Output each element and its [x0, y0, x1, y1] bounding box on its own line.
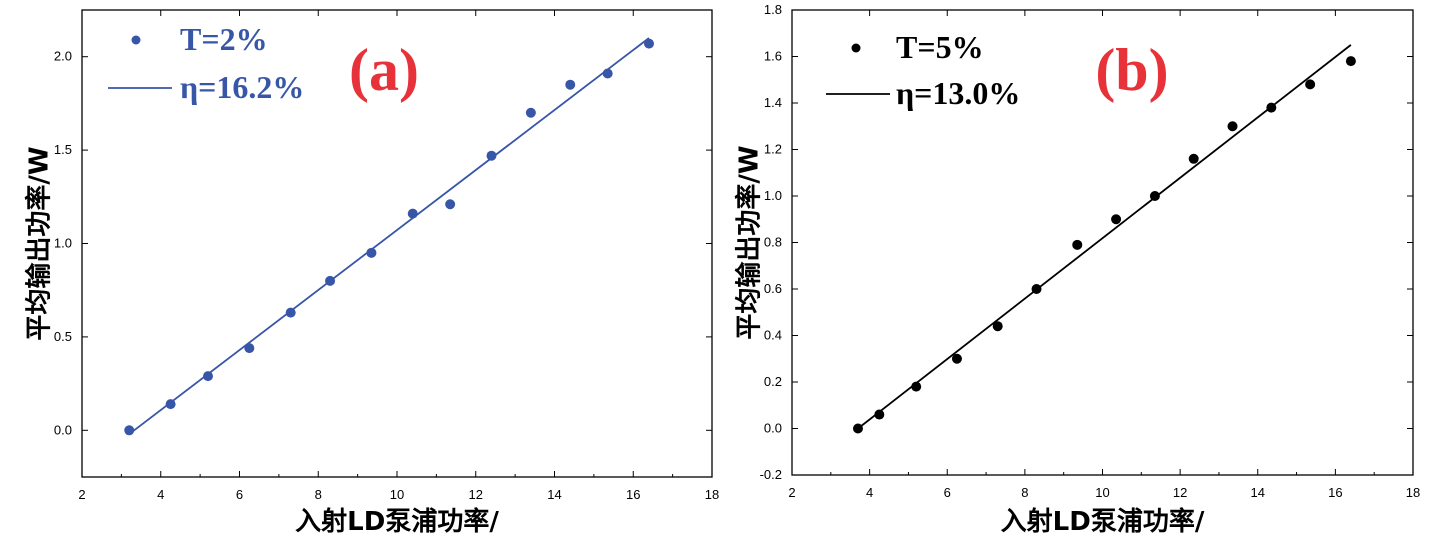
chart-panel-a: 2 4 6 8 10 12 14 16 18 0.0 0.5 1.0 1.5 2.0 入射LD泵浦功率/平均…: [24, 9, 719, 537]
data-point: [874, 409, 885, 420]
data-point: [124, 425, 135, 436]
data-point: [445, 199, 456, 210]
fit-line: [128, 37, 650, 435]
data-point: [1227, 121, 1238, 132]
y-tick-label: 0.0: [764, 421, 782, 436]
chart-panel-b: 2 4 6 8 10 12 14 16 18 -0.2 0.0 0.2 0.4 0.6 0.8 1.0 1.2 1…: [720, 0, 1429, 543]
y-axis-title: 平均输出功率/W: [24, 146, 55, 340]
x-tick-label: 10: [390, 487, 404, 502]
data-point: [244, 343, 255, 354]
legend-marker: [851, 43, 861, 53]
data-point: [407, 208, 418, 219]
data-point: [992, 321, 1003, 332]
data-point: [1111, 214, 1122, 225]
x-tick-label: 4: [866, 485, 873, 500]
legend-entry-points: T=2%: [180, 21, 268, 57]
x-tick-label: 8: [1021, 485, 1028, 500]
x-tick-label: 14: [1251, 485, 1265, 500]
x-tick-label: 12: [469, 487, 483, 502]
y-tick-label: 1.4: [764, 95, 782, 110]
y-tick-label: 1.0: [54, 236, 72, 251]
panel-label: (a): [349, 37, 419, 103]
data-point: [1345, 56, 1356, 67]
y-tick-label: 1.5: [54, 142, 72, 157]
legend-entry-fit: η=13.0%: [896, 75, 1020, 111]
data-point: [1188, 153, 1199, 164]
data-point: [911, 381, 922, 392]
data-point: [525, 107, 536, 118]
y-tick-label: 0.6: [764, 281, 782, 296]
chart-b: 2 4 6 8 10 12 14 16 18 -0.2 0.0 0.2 0.4 0.6 0.8 1.0 1.2 1…: [734, 2, 1421, 537]
data-point: [1266, 102, 1277, 113]
y-tick-label: -0.2: [760, 467, 782, 482]
legend-marker: [131, 35, 141, 45]
data-point: [1149, 191, 1160, 201]
x-axis-title: 入射LD泵浦功率/: [295, 506, 499, 537]
data-point: [165, 399, 176, 410]
x-tick-label: 14: [547, 487, 561, 502]
x-tick-label: 2: [78, 487, 85, 502]
x-tick-label: 10: [1095, 485, 1109, 500]
data-point: [644, 38, 654, 49]
x-tick-label: 8: [315, 487, 322, 502]
data-point: [852, 423, 863, 434]
panel-label: (b): [1095, 37, 1168, 103]
data-point: [366, 247, 377, 258]
data-point: [1072, 239, 1083, 250]
x-tick-label: 18: [1406, 485, 1420, 500]
y-tick-label: 1.2: [764, 142, 782, 157]
data-point: [285, 307, 296, 318]
x-tick-label: 4: [157, 487, 164, 502]
x-tick-label: 18: [705, 487, 719, 502]
data-point: [1305, 79, 1316, 90]
data-point: [203, 371, 213, 382]
y-tick-label: 0.4: [764, 328, 782, 343]
chart-a: 2 4 6 8 10 12 14 16 18 0.0 0.5 1.0 1.5 2.0 入射LD泵浦功率/平均…: [24, 9, 719, 537]
x-axis-title: 入射LD泵浦功率/: [1001, 506, 1205, 537]
data-point: [951, 353, 962, 364]
y-tick-label: 1.6: [764, 49, 782, 64]
y-tick-label: 0.5: [54, 329, 72, 344]
y-tick-label: 0.8: [764, 235, 782, 250]
y-tick-label: 0.2: [764, 374, 782, 389]
y-tick-label: 1.0: [764, 188, 782, 203]
x-tick-label: 6: [944, 485, 951, 500]
y-tick-label: 1.8: [764, 2, 782, 17]
data-point: [325, 275, 336, 286]
legend-entry-points: T=5%: [896, 29, 984, 65]
x-tick-label: 12: [1173, 485, 1187, 500]
y-tick-label: 0.0: [54, 422, 72, 437]
data-point: [602, 68, 613, 79]
x-tick-label: 16: [626, 487, 640, 502]
x-tick-label: 6: [236, 487, 243, 502]
legend-entry-fit: η=16.2%: [180, 69, 304, 105]
y-tick-label: 2.0: [54, 49, 72, 64]
x-tick-label: 16: [1328, 485, 1342, 500]
data-point: [486, 150, 497, 161]
y-axis-title: 平均输出功率/W: [734, 145, 765, 339]
x-tick-label: 2: [788, 485, 795, 500]
data-point: [565, 79, 576, 90]
data-point: [1031, 284, 1042, 294]
